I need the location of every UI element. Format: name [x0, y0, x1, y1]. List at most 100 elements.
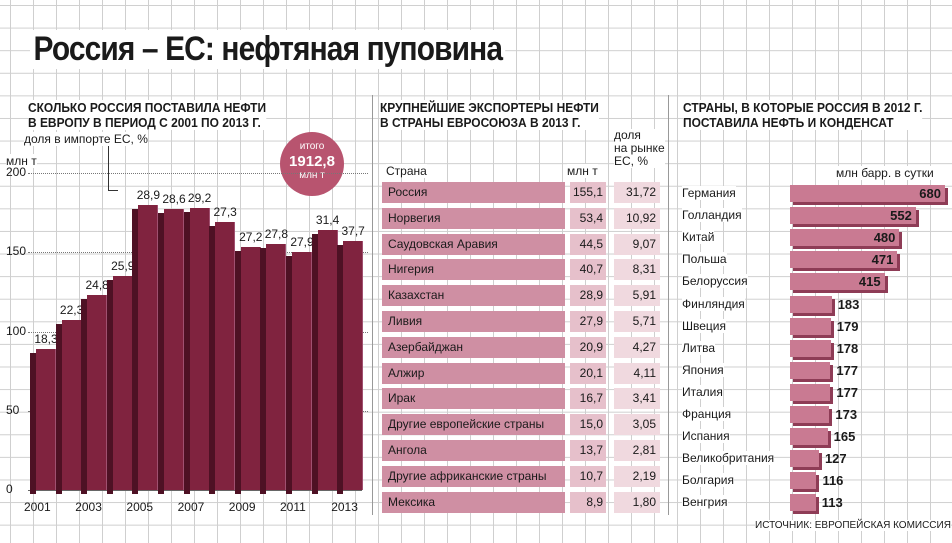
volume-cell: 16,7 [570, 388, 606, 410]
bar-2010 [260, 244, 287, 494]
share-label: доля в импорте ЕС, % [24, 132, 148, 146]
y-tick-label: 200 [6, 165, 27, 179]
country-bar: 552 [790, 207, 916, 225]
country-cell: Другие европейские страны [382, 414, 565, 436]
bar-2009 [234, 247, 261, 494]
value-label: 173 [835, 407, 858, 422]
bar-side [209, 226, 216, 494]
data-label: 27,2 [239, 230, 263, 245]
right-unit: млн барр. в сутки [836, 166, 934, 180]
right-header: Страны, в которые Россия в 2012 г. постав… [683, 100, 923, 130]
bar-side [337, 245, 344, 494]
share-cell: 3,41 [614, 388, 660, 410]
value-label: 177 [836, 362, 859, 378]
share-cell: 31,72 [614, 182, 660, 203]
total-badge: итого 1912,8 млн т [280, 132, 344, 196]
divider [668, 95, 669, 515]
country-cell: Ливия [382, 311, 565, 332]
x-tick-label: 2005 [126, 500, 154, 514]
data-label: 27,3 [213, 205, 237, 220]
volume-cell: 20,1 [570, 362, 606, 384]
volume-cell: 44,5 [570, 233, 606, 255]
x-tick-label: 2009 [228, 500, 256, 514]
data-label: 27,9 [290, 235, 314, 250]
value-label: 113 [821, 495, 843, 511]
share-cell: 10,92 [614, 207, 660, 229]
bar-2005 [132, 204, 159, 494]
country-bar: 680 [790, 185, 945, 202]
x-tick-label: 2013 [331, 500, 358, 514]
bar-side [311, 234, 318, 494]
volume-cell: 155,1 [570, 182, 606, 203]
country-label: Голландия [682, 208, 742, 223]
country-cell: Саудовская Аравия [382, 233, 565, 255]
page-title: Россия – ЕС: нефтяная пуповина [30, 30, 506, 69]
value-label: 415 [858, 274, 881, 290]
country-cell: Алжир [382, 362, 565, 384]
bar-2002 [55, 320, 82, 494]
middle-header: Крупнейшие экспортеры нефти в страны Евро… [380, 100, 599, 130]
data-label: 18,3 [34, 331, 58, 346]
country-bar: 179 [790, 317, 859, 335]
country-cell: Мексика [382, 491, 565, 513]
country-label: Финляндия [682, 296, 745, 311]
bar-side [234, 251, 241, 494]
col-volume: млн т [567, 164, 598, 178]
country-cell: Ангола [382, 440, 565, 461]
col-country: Страна [386, 164, 427, 178]
data-label: 28,6 [162, 192, 186, 207]
data-label: 28,9 [136, 187, 161, 202]
x-tick-label: 2007 [177, 500, 205, 514]
country-label: Литва [682, 340, 715, 355]
country-label: Испания [682, 429, 730, 444]
country-bar: 173 [790, 406, 857, 423]
country-label: Италия [682, 384, 723, 399]
country-label: Великобритания [682, 451, 775, 466]
country-bar: 177 [790, 383, 858, 401]
y-unit: млн т [6, 154, 37, 168]
y-tick-label: 150 [6, 244, 27, 259]
x-tick-label: 2011 [280, 500, 306, 514]
value-label: 480 [873, 230, 896, 246]
country-bar: 116 [790, 472, 843, 490]
bar-side [55, 324, 62, 494]
y-tick-label: 100 [6, 323, 27, 338]
country-bar: 415 [790, 273, 885, 291]
data-label: 29,2 [187, 190, 212, 205]
share-cell: 2,81 [614, 440, 660, 461]
volume-cell: 27,9 [570, 311, 606, 332]
share-cell: 5,71 [614, 311, 660, 332]
country-label: Польша [682, 252, 727, 267]
value-label: 178 [836, 340, 859, 356]
country-label: Франция [682, 407, 732, 421]
bar-2007 [183, 207, 210, 494]
col-share: доля на рынке ЕС, % [614, 128, 665, 168]
country-label: Болгария [682, 473, 734, 488]
share-cell: 4,11 [614, 362, 660, 384]
share-cell: 5,91 [614, 285, 660, 307]
source: Источник: Европейская комиссия [755, 520, 951, 531]
x-tick-label: 2001 [24, 500, 51, 514]
country-bar: 177 [790, 361, 858, 379]
value-label: 116 [822, 473, 844, 489]
country-bar: 127 [790, 450, 847, 468]
country-bar: 178 [790, 339, 858, 357]
country-cell: Россия [382, 182, 565, 203]
volume-cell: 53,4 [570, 207, 606, 229]
x-axis [28, 490, 362, 491]
share-cell: 1,80 [614, 491, 660, 513]
country-cell: Другие африканские страны [382, 465, 565, 487]
x-tick-label: 2003 [75, 500, 102, 514]
share-pointer [108, 146, 109, 190]
bar-side [260, 248, 267, 494]
bar-2011 [286, 252, 312, 494]
country-label: Германия [682, 186, 736, 200]
data-label: 25,9 [111, 259, 135, 274]
bar-side [81, 299, 88, 494]
share-cell: 8,31 [614, 259, 660, 281]
value-label: 471 [871, 252, 894, 268]
value-label: 552 [890, 208, 912, 224]
country-bar: 183 [790, 295, 859, 313]
bar-side [158, 213, 164, 494]
bar-2004 [106, 276, 133, 494]
